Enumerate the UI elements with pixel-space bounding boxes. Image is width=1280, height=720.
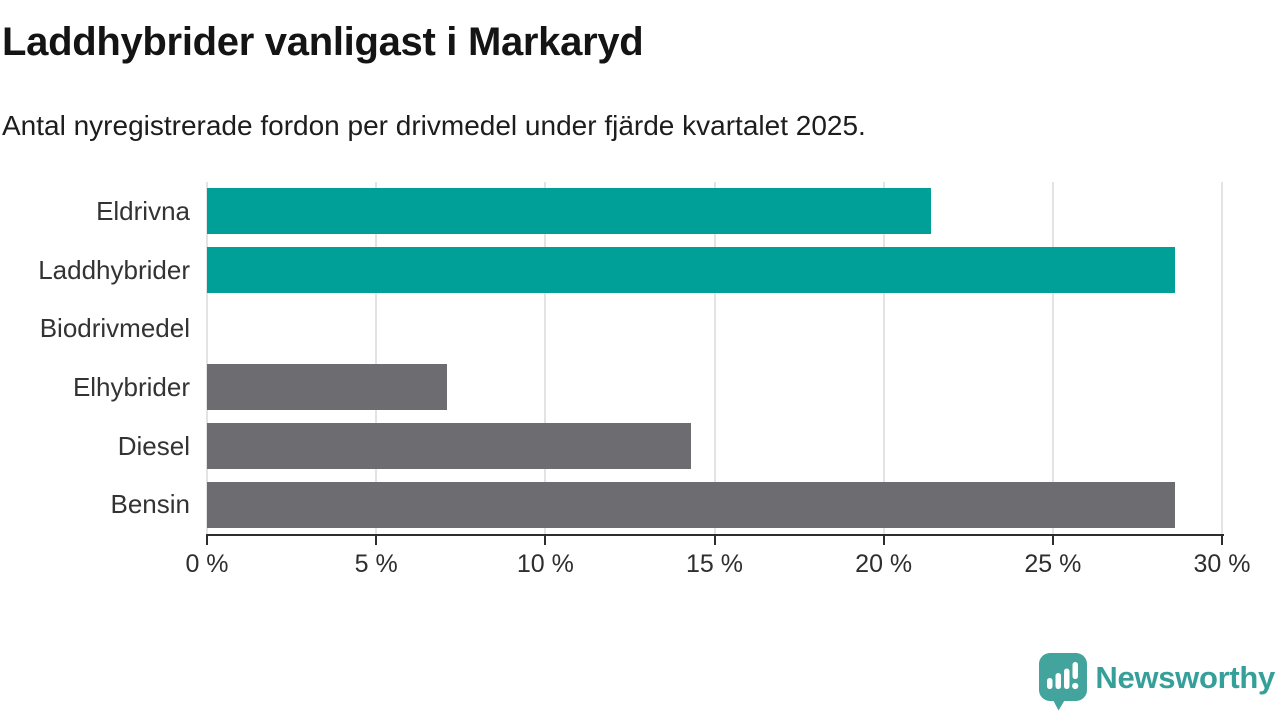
x-axis-tick xyxy=(713,536,716,545)
x-axis-tick-label: 25 % xyxy=(1024,550,1082,578)
newsworthy-logo-icon xyxy=(1039,653,1088,711)
x-axis-tick xyxy=(1051,536,1054,545)
bar xyxy=(207,364,448,411)
x-axis-tick-label: 10 % xyxy=(516,550,574,578)
x-axis-tick xyxy=(882,536,885,545)
x-axis-line xyxy=(206,534,1224,536)
chart-subtitle: Antal nyregistrerade fordon per drivmede… xyxy=(2,110,866,141)
bar xyxy=(207,423,691,469)
category-label: Bensin xyxy=(110,489,191,520)
bar-chart: Eldrivna Laddhybrider Biodrivmedel Elhybrid… xyxy=(0,182,1280,602)
gridline xyxy=(544,182,547,534)
category-label: Biodrivmedel xyxy=(39,313,190,344)
category-label: Eldrivna xyxy=(96,196,190,226)
plot-area: 0 % 5 % 10 % 15 % 20 % 25 % 30 % xyxy=(185,182,1250,578)
gridline xyxy=(1221,182,1223,534)
brand-footer: Newsworthy xyxy=(1038,652,1275,712)
x-axis-tick-label: 15 % xyxy=(686,550,743,578)
x-axis-tick-label: 20 % xyxy=(855,550,913,578)
category-labels: Eldrivna Laddhybrider Biodrivmedel Elhybrid… xyxy=(0,182,190,534)
x-axis-tick-label: 0 % xyxy=(185,550,229,578)
x-axis-tick xyxy=(1221,536,1223,545)
x-axis-tick-label: 30 % xyxy=(1193,550,1251,578)
category-label: Elhybrider xyxy=(72,372,190,402)
gridline xyxy=(882,182,885,534)
x-axis-tick xyxy=(375,536,378,545)
gridline xyxy=(206,182,208,534)
bar xyxy=(207,247,1175,293)
bar xyxy=(207,481,1175,528)
bar xyxy=(207,188,932,235)
brand-name: Newsworthy xyxy=(1095,660,1275,695)
x-axis-tick xyxy=(544,536,547,545)
chart-title: Laddhybrider vanligast i Markaryd xyxy=(2,20,644,64)
category-label: Laddhybrider xyxy=(38,254,190,285)
gridline xyxy=(1051,182,1054,534)
x-axis-tick-label: 5 % xyxy=(354,550,398,578)
gridline xyxy=(713,182,716,534)
x-axis-tick xyxy=(206,536,208,545)
gridline xyxy=(375,182,378,534)
category-label: Diesel xyxy=(117,430,190,461)
